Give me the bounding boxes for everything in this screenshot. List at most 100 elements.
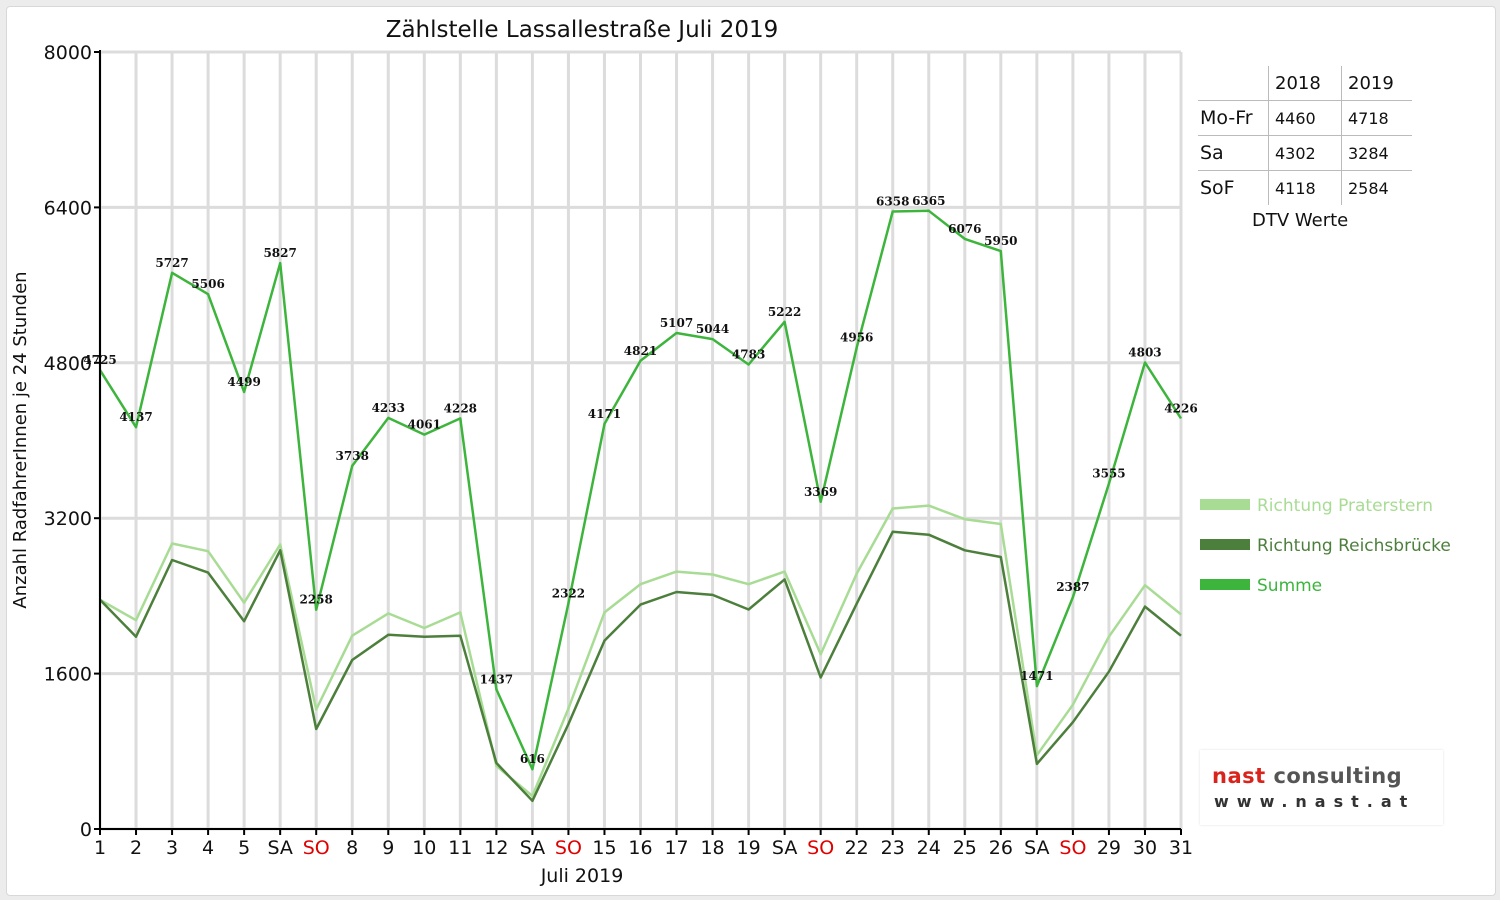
- data-label: 5506: [191, 277, 224, 291]
- data-label: 5950: [984, 234, 1017, 248]
- series-line-2: [99, 530, 1182, 803]
- y-tick-label: 3200: [44, 508, 92, 530]
- data-label: 4061: [408, 418, 441, 432]
- data-label: 4137: [119, 410, 152, 424]
- data-label: 5222: [768, 305, 801, 319]
- x-axis-label: Juli 2019: [540, 865, 624, 887]
- dtv-row-label: Mo-Fr: [1198, 100, 1269, 136]
- data-label: 5044: [696, 322, 729, 336]
- legend-swatch: [1200, 579, 1250, 590]
- dtv-row-label: Sa: [1198, 135, 1269, 171]
- x-tick-label: 11: [448, 837, 472, 859]
- x-tick-label: 25: [953, 837, 977, 859]
- company-logo: nast consulting www.nast.at: [1200, 750, 1443, 825]
- data-label: 3555: [1092, 467, 1125, 481]
- x-tick-label: 18: [700, 837, 724, 859]
- x-tick-label: 22: [845, 837, 869, 859]
- x-tick-label: 19: [737, 837, 761, 859]
- legend-label: Summe: [1257, 576, 1322, 596]
- x-tick-label: 24: [917, 837, 941, 859]
- x-tick-label: 2: [130, 837, 142, 859]
- logo-url: www.nast.at: [1214, 792, 1416, 811]
- x-tick-label: 23: [881, 837, 905, 859]
- x-tick-label: SA: [1024, 837, 1049, 859]
- data-label: 4171: [588, 407, 621, 421]
- dtv-value: 2584: [1341, 170, 1412, 205]
- x-tick-label: 9: [382, 837, 394, 859]
- data-label: 6358: [876, 194, 909, 208]
- x-tick-label: 10: [412, 837, 436, 859]
- x-tick-label: 16: [628, 837, 652, 859]
- dtv-row-mofr: Mo-Fr 4460 4718: [1198, 100, 1412, 136]
- x-tick-label: 5: [238, 837, 250, 859]
- series-line-3: [98, 209, 1183, 771]
- data-label: 1471: [1020, 669, 1053, 683]
- x-tick-label: 12: [484, 837, 508, 859]
- data-label: 4783: [732, 347, 765, 361]
- series-line-1: [99, 504, 1182, 798]
- series-layer: [98, 209, 1183, 803]
- x-tick-label: 26: [989, 837, 1013, 859]
- x-tick-label: 8: [346, 837, 358, 859]
- dtv-row-sof: SoF 4118 2584: [1198, 170, 1412, 205]
- x-tick-label: 15: [592, 837, 616, 859]
- data-label: 2322: [552, 586, 585, 600]
- y-tick-label: 1600: [44, 664, 92, 686]
- x-tick-label: 31: [1169, 837, 1193, 859]
- data-label: 2258: [299, 593, 332, 607]
- dtv-row-label: SoF: [1198, 170, 1269, 205]
- dtv-value: 3284: [1341, 135, 1412, 171]
- data-label: 5727: [155, 256, 188, 270]
- legend-swatch: [1200, 499, 1250, 510]
- x-tick-label: SO: [555, 837, 582, 859]
- dtv-table: 2018 2019 Mo-Fr 4460 4718 Sa 4302 3284 S…: [1198, 66, 1412, 205]
- dtv-value: 4718: [1341, 100, 1412, 136]
- y-tick-label: 0: [80, 819, 92, 841]
- data-label: 4956: [840, 331, 873, 345]
- x-tick-label: 29: [1097, 837, 1121, 859]
- data-label: 4233: [372, 401, 405, 415]
- data-label: 4821: [624, 344, 657, 358]
- dtv-value: 4118: [1268, 170, 1342, 205]
- gridlines: [98, 50, 1183, 831]
- data-label: 1437: [480, 672, 513, 686]
- data-label: 3369: [804, 485, 837, 499]
- legend-swatch: [1200, 539, 1250, 550]
- x-tick-label: 30: [1133, 837, 1157, 859]
- dtv-value: 4460: [1268, 100, 1342, 136]
- dtv-row-sa: Sa 4302 3284: [1198, 135, 1412, 171]
- x-tick-label: 1: [94, 837, 106, 859]
- x-tick-label: SO: [807, 837, 834, 859]
- data-label: 2387: [1056, 580, 1089, 594]
- data-label: 4803: [1128, 346, 1161, 360]
- data-label: 5827: [263, 246, 296, 260]
- data-label: 4725: [83, 353, 116, 367]
- x-tick-label: 17: [664, 837, 688, 859]
- data-label: 5107: [660, 316, 693, 330]
- y-tick-label: 4800: [44, 353, 92, 375]
- data-label: 6365: [912, 194, 945, 208]
- x-tick-label: 3: [166, 837, 178, 859]
- data-label: 4226: [1164, 402, 1197, 416]
- data-label: 3738: [336, 449, 369, 463]
- dtv-header-2019: 2019: [1341, 66, 1412, 101]
- legend-label: Richtung Reichsbrücke: [1257, 536, 1451, 556]
- chart-title: Zählstelle Lassallestraße Juli 2019: [386, 17, 779, 43]
- data-label: 4499: [227, 375, 260, 389]
- y-tick-label: 8000: [44, 42, 92, 64]
- x-tick-label: SA: [520, 837, 545, 859]
- legend: Richtung Praterstern Richtung Reichsbrück…: [1200, 496, 1451, 596]
- y-axis-label: Anzahl RadfahrerInnen je 24 Stunden: [10, 271, 31, 608]
- data-label: 4228: [444, 401, 477, 415]
- legend-label: Richtung Praterstern: [1257, 496, 1433, 516]
- dtv-header-2018: 2018: [1268, 66, 1342, 101]
- x-tick-label: SO: [1059, 837, 1086, 859]
- data-label: 6076: [948, 222, 981, 236]
- x-tick-label: SO: [303, 837, 330, 859]
- logo-name: nast consulting: [1212, 764, 1403, 788]
- x-tick-label: SA: [772, 837, 797, 859]
- dtv-header-row: 2018 2019: [1198, 66, 1412, 101]
